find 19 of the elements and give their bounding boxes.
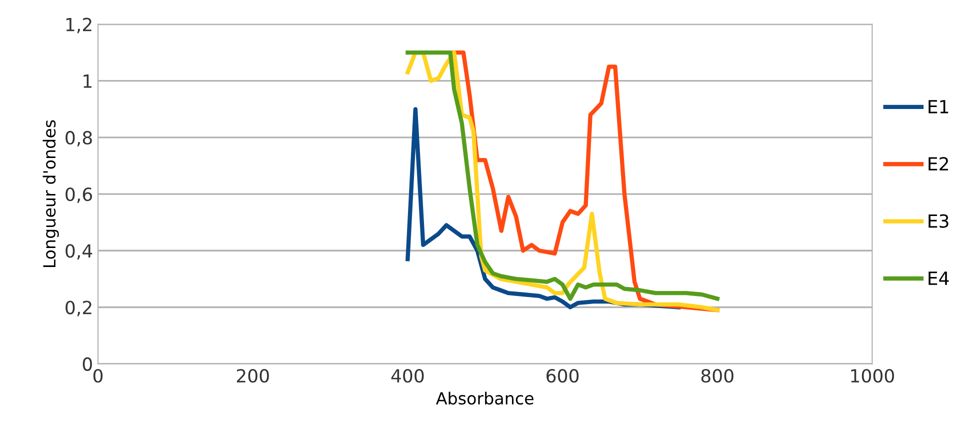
y-axis-title: Longueur d'ondes bbox=[42, 120, 59, 268]
y-tick-label: 1,2 bbox=[66, 18, 92, 34]
y-tick-label: 0,6 bbox=[66, 188, 92, 203]
legend-label: E4 bbox=[928, 272, 949, 285]
x-axis-title: Absorbance bbox=[436, 392, 534, 405]
y-tick-label: 0 bbox=[82, 357, 92, 371]
x-tick-label: 600 bbox=[546, 369, 579, 383]
x-tick-label: 400 bbox=[391, 369, 424, 383]
legend-label: E3 bbox=[928, 214, 948, 228]
y-tick-label: 0,8 bbox=[66, 130, 92, 146]
legend-label: E1 bbox=[928, 100, 948, 114]
x-tick-label: 200 bbox=[236, 369, 269, 383]
x-tick-label: 800 bbox=[701, 369, 734, 383]
x-tick-label: 0 bbox=[93, 369, 103, 383]
y-tick-label: 0,2 bbox=[66, 300, 92, 316]
legend-label: E2 bbox=[928, 157, 948, 170]
x-tick-label: 1000 bbox=[851, 369, 894, 383]
y-tick-label: 1 bbox=[84, 74, 92, 88]
y-tick-label: 0,4 bbox=[66, 244, 92, 260]
